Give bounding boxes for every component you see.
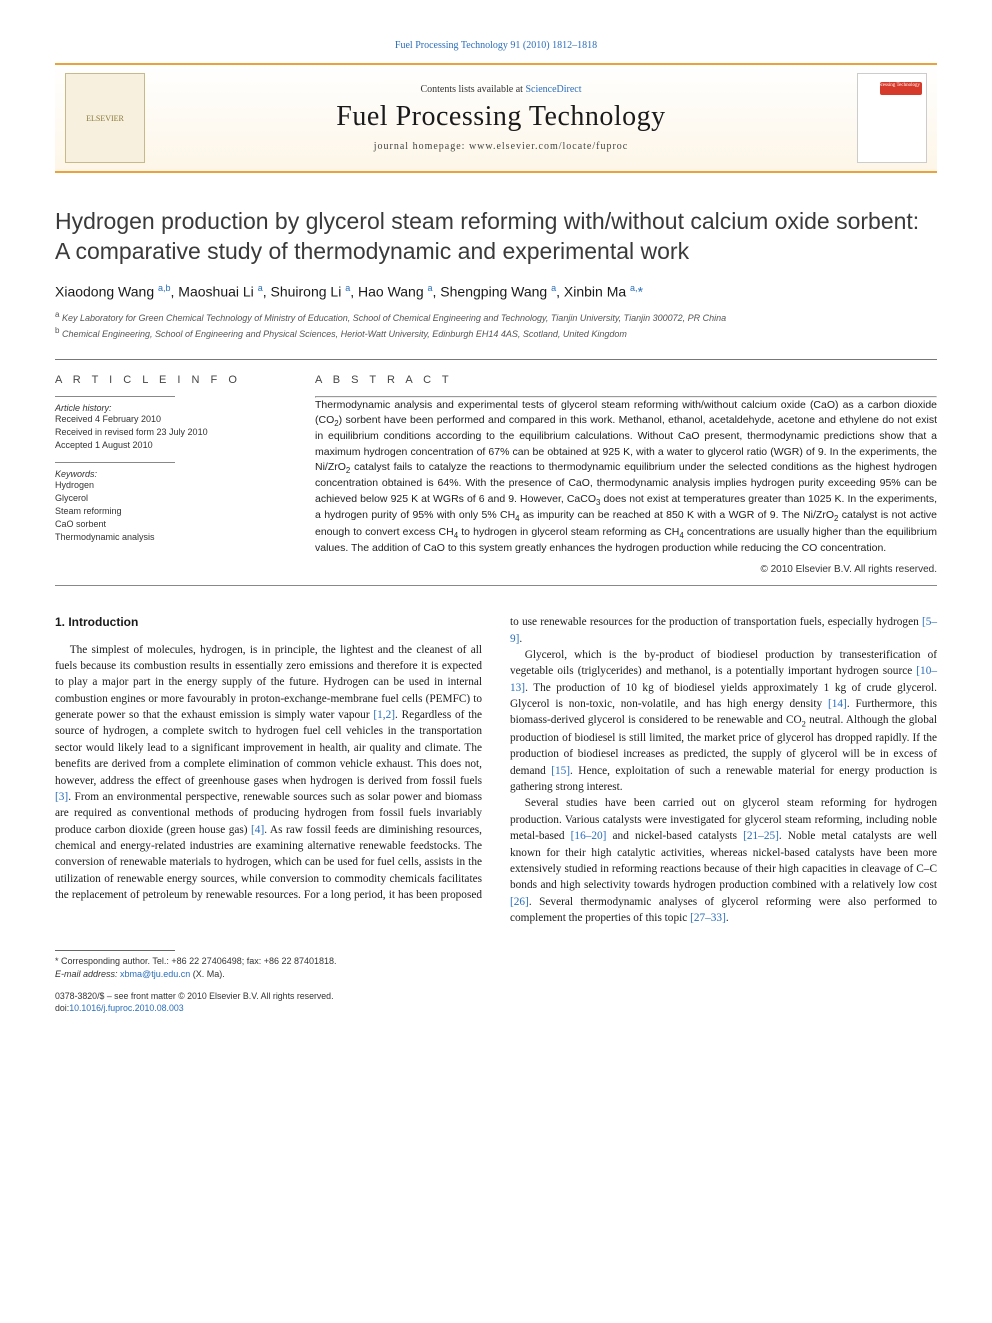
citation-link[interactable]: [27–33] — [690, 912, 726, 924]
page-footer: * Corresponding author. Tel.: +86 22 274… — [55, 950, 937, 1014]
abstract-block: A B S T R A C T Thermodynamic analysis a… — [315, 374, 937, 576]
citation-link[interactable]: [16–20] — [571, 830, 607, 842]
abstract-copyright: © 2010 Elsevier B.V. All rights reserved… — [315, 564, 937, 575]
doi-link[interactable]: 10.1016/j.fuproc.2010.08.003 — [69, 1003, 183, 1013]
abstract-heading: A B S T R A C T — [315, 374, 937, 386]
info-abstract-row: A R T I C L E I N F O Article history: R… — [55, 374, 937, 576]
article-info-heading: A R T I C L E I N F O — [55, 374, 285, 386]
keyword: Thermodynamic analysis — [55, 531, 285, 544]
contents-prefix: Contents lists available at — [420, 84, 525, 95]
publisher-logo-text: ELSEVIER — [86, 114, 124, 123]
corresponding-email-link[interactable]: xbma@tju.edu.cn — [120, 969, 190, 979]
body-paragraph: Glycerol, which is the by-product of bio… — [510, 647, 937, 796]
citation-link[interactable]: [26] — [510, 896, 529, 908]
masthead-center: Contents lists available at ScienceDirec… — [155, 78, 847, 158]
imprint-block: 0378-3820/$ – see front matter © 2010 El… — [55, 991, 937, 1015]
keyword: Steam reforming — [55, 505, 285, 518]
footnote-rule — [55, 950, 175, 951]
masthead: ELSEVIER Contents lists available at Sci… — [55, 63, 937, 173]
citation-link[interactable]: [21–25] — [743, 830, 779, 842]
journal-cover-thumbnail: Fuel Processing Technology — [857, 73, 927, 163]
issn-line: 0378-3820/$ – see front matter © 2010 El… — [55, 991, 937, 1003]
affiliations: a Key Laboratory for Green Chemical Tech… — [55, 309, 937, 340]
contents-line: Contents lists available at ScienceDirec… — [155, 84, 847, 95]
publisher-logo: ELSEVIER — [65, 73, 145, 163]
doi-prefix: doi: — [55, 1003, 69, 1013]
corresponding-author: * Corresponding author. Tel.: +86 22 274… — [55, 955, 937, 980]
body-columns: 1. Introduction The simplest of molecule… — [55, 614, 937, 926]
email-label: E-mail address: — [55, 969, 118, 979]
cover-label: Fuel Processing Technology — [864, 83, 921, 88]
keyword: CaO sorbent — [55, 518, 285, 531]
keyword: Glycerol — [55, 492, 285, 505]
journal-homepage: journal homepage: www.elsevier.com/locat… — [155, 141, 847, 152]
sciencedirect-link[interactable]: ScienceDirect — [525, 84, 581, 95]
citation-link[interactable]: [10–13] — [510, 665, 937, 693]
author-list: Xiaodong Wang a,b, Maoshuai Li a, Shuiro… — [55, 283, 937, 300]
keyword: Hydrogen — [55, 479, 285, 492]
article-info-rule-1 — [55, 396, 175, 397]
citation-link[interactable]: [15] — [551, 765, 570, 777]
divider-top — [55, 359, 937, 360]
divider-bottom — [55, 585, 937, 586]
corresponding-label: * Corresponding author. Tel.: +86 22 274… — [55, 956, 337, 966]
article-info-block: A R T I C L E I N F O Article history: R… — [55, 374, 285, 576]
history-item: Received 4 February 2010 — [55, 413, 285, 426]
article-info-rule-2 — [55, 462, 175, 463]
keywords-label: Keywords: — [55, 469, 285, 479]
journal-title: Fuel Processing Technology — [155, 101, 847, 133]
citation-link[interactable]: [3] — [55, 791, 68, 803]
issue-citation-text[interactable]: Fuel Processing Technology 91 (2010) 181… — [395, 40, 597, 51]
history-label: Article history: — [55, 403, 285, 413]
citation-link[interactable]: [14] — [828, 698, 847, 710]
history-item: Received in revised form 23 July 2010 — [55, 426, 285, 439]
citation-link[interactable]: [5–9] — [510, 616, 937, 644]
issue-citation-link[interactable]: Fuel Processing Technology 91 (2010) 181… — [55, 40, 937, 51]
citation-link[interactable]: [1,2] — [373, 709, 395, 721]
email-suffix: (X. Ma). — [193, 969, 225, 979]
body-paragraph: Several studies have been carried out on… — [510, 795, 937, 926]
history-item: Accepted 1 August 2010 — [55, 439, 285, 452]
section-heading-1: 1. Introduction — [55, 614, 482, 631]
citation-link[interactable]: [4] — [251, 824, 264, 836]
abstract-text: Thermodynamic analysis and experimental … — [315, 398, 937, 557]
article-title: Hydrogen production by glycerol steam re… — [55, 207, 937, 267]
